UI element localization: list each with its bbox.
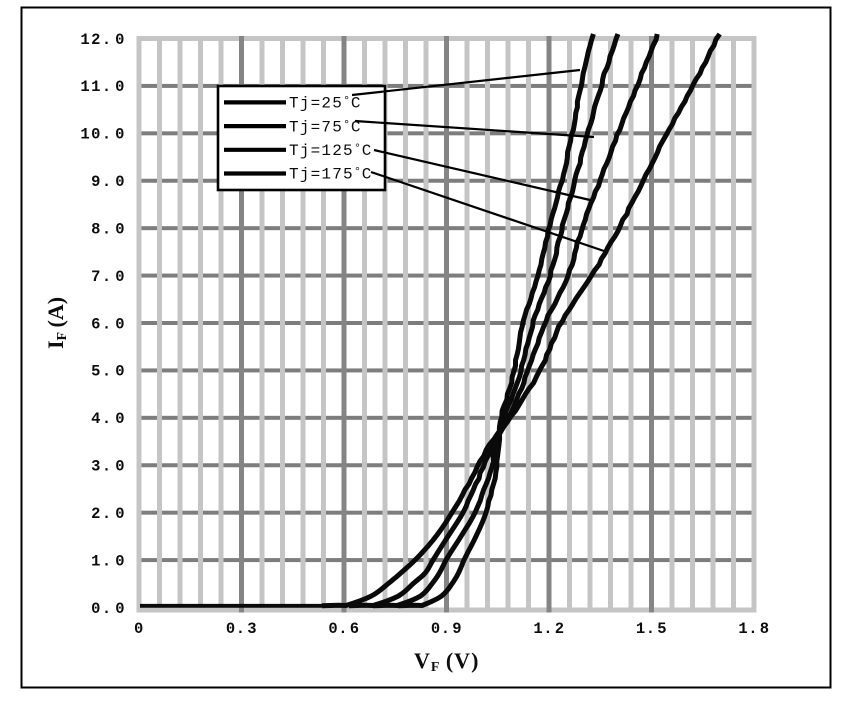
svg-text:3. 0: 3. 0 [91, 458, 126, 476]
svg-text:Tj=25°C: Tj=25°C [289, 94, 362, 113]
svg-text:1. 2: 1. 2 [533, 620, 564, 638]
svg-text:4. 0: 4. 0 [91, 410, 126, 428]
svg-text:9. 0: 9. 0 [91, 173, 126, 191]
svg-text:1. 0: 1. 0 [91, 552, 126, 570]
svg-text:Tj=75°C: Tj=75°C [289, 118, 362, 137]
svg-text:0. 6: 0. 6 [328, 620, 359, 638]
svg-text:0: 0 [134, 620, 144, 638]
svg-text:10. 0: 10. 0 [80, 126, 126, 144]
svg-text:IF (A): IF (A) [43, 297, 70, 349]
svg-text:0. 3: 0. 3 [226, 620, 257, 638]
svg-text:8. 0: 8. 0 [91, 221, 126, 239]
svg-text:11. 0: 11. 0 [80, 78, 126, 96]
svg-text:1. 5: 1. 5 [636, 620, 667, 638]
svg-text:12. 0: 12. 0 [80, 31, 126, 49]
svg-text:Tj=175°C: Tj=175°C [289, 165, 373, 184]
svg-text:6. 0: 6. 0 [91, 315, 126, 333]
svg-text:5. 0: 5. 0 [91, 363, 126, 381]
svg-text:7. 0: 7. 0 [91, 268, 126, 286]
svg-text:2. 0: 2. 0 [91, 505, 126, 523]
svg-text:1. 8: 1. 8 [738, 620, 769, 638]
svg-text:Tj=125°C: Tj=125°C [289, 142, 373, 161]
svg-text:0. 9: 0. 9 [431, 620, 462, 638]
svg-text:VF (V): VF (V) [414, 648, 479, 675]
svg-text:0. 0: 0. 0 [91, 600, 126, 618]
